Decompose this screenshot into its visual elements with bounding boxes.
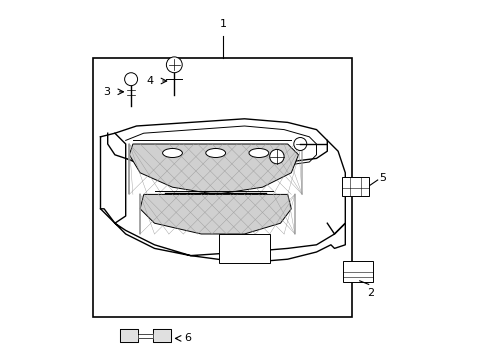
Polygon shape [120, 329, 138, 342]
Polygon shape [138, 334, 152, 338]
Circle shape [166, 57, 182, 73]
Circle shape [269, 149, 284, 164]
Circle shape [293, 138, 306, 150]
Bar [341, 177, 368, 196]
Text: 1: 1 [219, 19, 226, 29]
Bar [219, 234, 269, 263]
Circle shape [124, 73, 137, 86]
Text: 2: 2 [366, 288, 373, 298]
Bar [93, 58, 352, 317]
Text: 6: 6 [183, 333, 191, 343]
Text: 5: 5 [379, 173, 386, 183]
Text: 4: 4 [146, 76, 153, 86]
Polygon shape [129, 144, 298, 194]
Bar [342, 261, 372, 282]
Ellipse shape [163, 149, 182, 158]
Ellipse shape [205, 149, 225, 158]
Ellipse shape [248, 149, 268, 158]
Polygon shape [140, 194, 291, 234]
Text: 3: 3 [103, 87, 110, 97]
Polygon shape [152, 329, 171, 342]
